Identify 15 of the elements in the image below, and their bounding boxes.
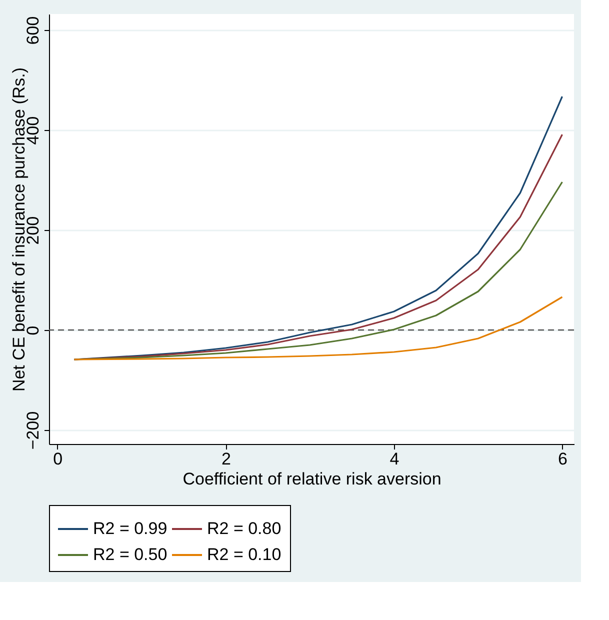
y-tick-label: −200 xyxy=(24,411,42,450)
line-series xyxy=(73,296,564,360)
x-tick-label: 4 xyxy=(390,450,400,468)
x-tick-label: 2 xyxy=(221,450,231,468)
x-tick-label: 0 xyxy=(53,450,63,468)
legend-label: R2 = 0.50 xyxy=(93,545,168,564)
x-tick-label: 6 xyxy=(558,450,568,468)
y-tick-label: 0 xyxy=(24,326,42,336)
legend-label: R2 = 0.10 xyxy=(207,545,282,564)
x-axis-title: Coefficient of relative risk aversion xyxy=(182,470,442,488)
y-tick-label: 600 xyxy=(24,16,42,45)
legend-label: R2 = 0.80 xyxy=(207,519,282,538)
y-tick-label: 200 xyxy=(24,216,42,245)
y-tick-label: 400 xyxy=(24,116,42,145)
legend-label: R2 = 0.99 xyxy=(93,519,168,538)
